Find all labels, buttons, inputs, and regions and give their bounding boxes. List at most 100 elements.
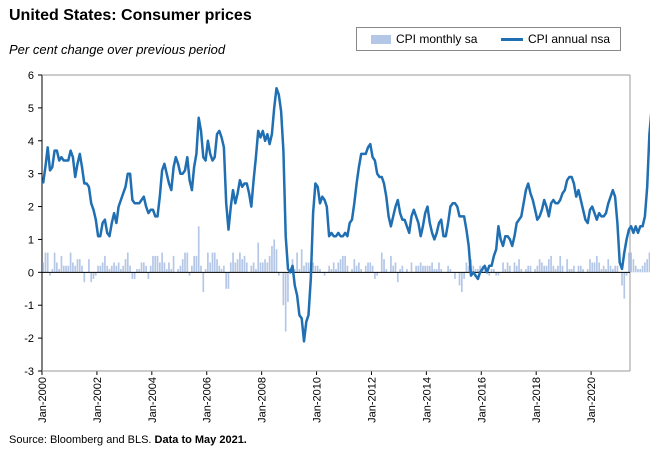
- monthly-bar: [513, 262, 516, 273]
- monthly-bar: [419, 262, 422, 273]
- y-tick-label: 5: [28, 103, 34, 115]
- monthly-bar: [211, 252, 214, 273]
- monthly-bar: [69, 252, 72, 273]
- monthly-bar: [305, 262, 308, 273]
- monthly-bar: [332, 262, 335, 273]
- y-tick-label: 4: [28, 136, 34, 148]
- monthly-bar: [51, 269, 54, 273]
- monthly-bar: [495, 272, 497, 276]
- monthly-bar: [191, 265, 193, 273]
- monthly-bar: [257, 242, 260, 273]
- legend-label-monthly: CPI monthly sa: [396, 32, 478, 46]
- monthly-bar: [376, 272, 379, 276]
- monthly-bar: [554, 269, 557, 273]
- monthly-bar: [99, 265, 102, 273]
- monthly-bar: [623, 272, 626, 299]
- monthly-bar: [195, 255, 198, 273]
- monthly-bar: [193, 255, 195, 273]
- monthly-bar: [422, 265, 424, 273]
- monthly-bar: [371, 265, 374, 273]
- monthly-bar: [90, 272, 93, 283]
- monthly-bar: [113, 262, 115, 273]
- x-tick-label: Jan-2000: [37, 377, 49, 423]
- monthly-bar: [65, 265, 67, 273]
- monthly-bar: [168, 262, 170, 273]
- monthly-bar: [559, 255, 562, 273]
- monthly-bar: [106, 265, 109, 273]
- source-text: Source: Bloomberg and BLS.: [9, 434, 152, 446]
- monthly-bar: [140, 262, 143, 273]
- monthly-bar: [374, 272, 376, 279]
- monthly-bar: [330, 269, 333, 273]
- monthly-bar: [307, 262, 310, 273]
- monthly-bar: [147, 272, 150, 279]
- monthly-bar: [504, 269, 507, 273]
- monthly-bar: [261, 262, 264, 273]
- monthly-bar: [337, 262, 340, 273]
- monthly-bar: [467, 265, 470, 273]
- monthly-bar: [591, 262, 594, 273]
- monthly-bar: [154, 255, 157, 273]
- monthly-bar: [611, 269, 614, 273]
- monthly-bar: [346, 265, 349, 273]
- monthly-bar: [353, 259, 356, 273]
- monthly-bar: [577, 265, 580, 273]
- monthly-bar: [474, 269, 477, 273]
- monthly-bar: [158, 262, 161, 273]
- monthly-bar: [293, 269, 296, 273]
- monthly-bar: [630, 252, 632, 273]
- monthly-bar: [53, 252, 56, 273]
- x-tick-label: Jan-2018: [531, 377, 543, 423]
- monthly-bar: [209, 262, 212, 273]
- monthly-bar: [255, 269, 257, 273]
- monthly-bar: [250, 265, 253, 273]
- monthly-bar: [172, 255, 175, 273]
- x-tick-label: Jan-2002: [92, 377, 104, 423]
- monthly-bar: [600, 269, 603, 273]
- monthly-bar: [639, 269, 642, 273]
- monthly-bar: [133, 272, 136, 279]
- monthly-bar: [458, 272, 461, 286]
- monthly-bar: [129, 265, 131, 273]
- y-tick-label: 6: [28, 70, 34, 82]
- monthly-bar: [552, 265, 555, 273]
- monthly-bar: [573, 265, 575, 273]
- monthly-bar: [593, 262, 596, 273]
- monthly-bar: [447, 265, 449, 273]
- monthly-bar: [518, 259, 520, 273]
- legend-swatch-annual: [501, 37, 523, 41]
- monthly-bar: [392, 265, 395, 273]
- monthly-bar: [605, 269, 607, 273]
- y-tick-label: -1: [24, 300, 34, 312]
- monthly-bar: [104, 255, 106, 273]
- monthly-bar: [303, 265, 305, 273]
- monthly-bar: [207, 252, 209, 273]
- monthly-bar: [282, 272, 285, 306]
- monthly-bar: [149, 265, 152, 273]
- monthly-bar: [142, 262, 145, 273]
- monthly-bar: [509, 265, 511, 273]
- monthly-bar: [550, 255, 552, 273]
- monthly-bar: [273, 239, 276, 273]
- chart-subtitle: Per cent change over previous period: [9, 42, 226, 57]
- monthly-bar: [609, 265, 612, 273]
- monthly-bar: [186, 252, 189, 273]
- monthly-bar: [490, 269, 493, 273]
- monthly-bar: [58, 269, 61, 273]
- monthly-bar: [300, 249, 303, 273]
- monthly-bar: [497, 272, 500, 276]
- monthly-bar: [369, 262, 372, 273]
- monthly-bar: [595, 255, 598, 273]
- monthly-bar: [342, 255, 344, 273]
- monthly-bar: [236, 259, 239, 273]
- monthly-bar: [227, 272, 230, 289]
- monthly-bar: [298, 269, 301, 273]
- monthly-bar: [138, 269, 141, 273]
- monthly-bar: [200, 265, 202, 273]
- monthly-bar: [493, 269, 495, 273]
- monthly-bar: [101, 262, 104, 273]
- monthly-bar: [586, 269, 589, 273]
- monthly-bar: [62, 265, 65, 273]
- monthly-bar: [328, 265, 330, 273]
- monthly-bar: [145, 265, 147, 273]
